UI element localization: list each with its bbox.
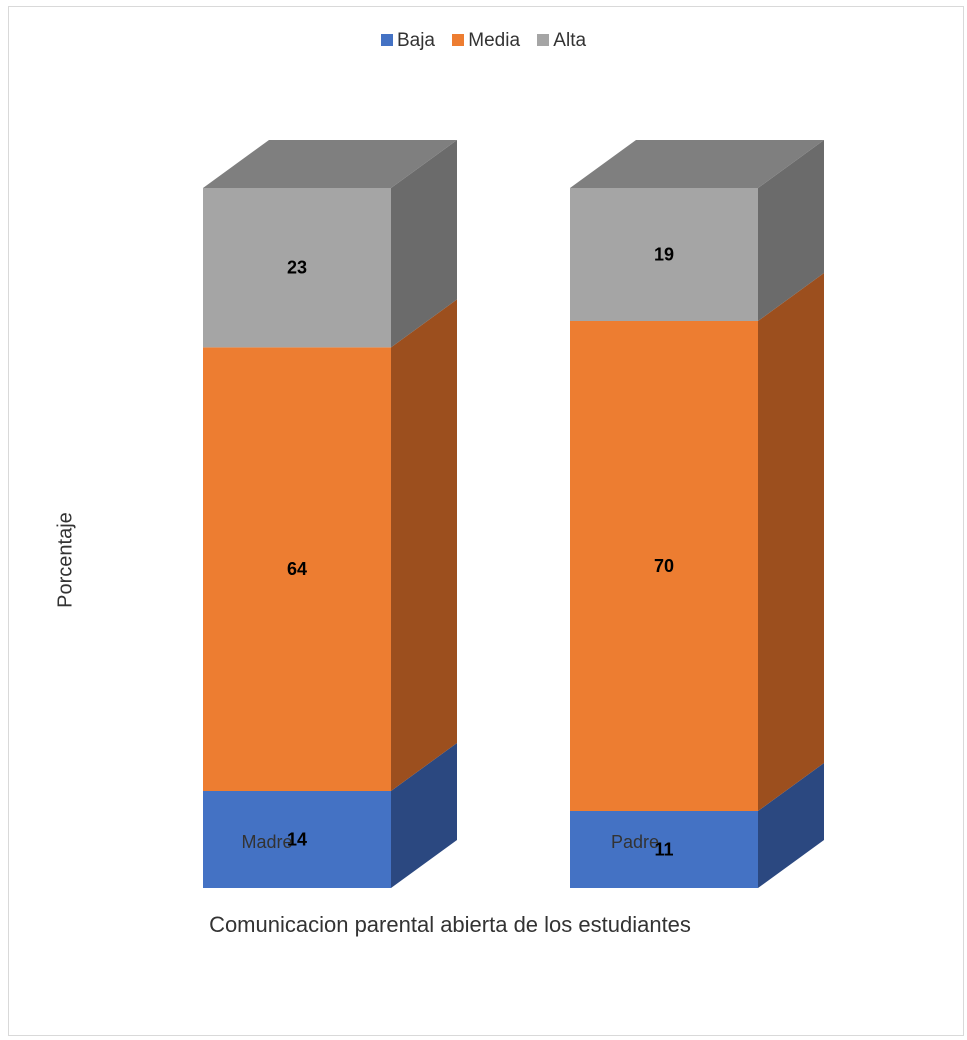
bar-madre-media bbox=[203, 347, 391, 791]
legend: Baja Media Alta bbox=[0, 30, 967, 52]
data-label-madre-baja: 14 bbox=[287, 829, 307, 849]
legend-item-media: Media bbox=[452, 30, 520, 52]
data-label-padre-media: 70 bbox=[654, 556, 674, 576]
legend-label-baja: Baja bbox=[396, 30, 435, 51]
legend-item-alta: Alta bbox=[537, 30, 586, 52]
bar-madre-baja bbox=[203, 790, 391, 888]
x-tick-label-padre: Padre bbox=[610, 832, 660, 852]
bar-padre-media bbox=[570, 321, 758, 811]
bar-side-madre-baja bbox=[391, 742, 457, 888]
legend-swatch-media bbox=[452, 34, 465, 46]
bar-top-padre bbox=[570, 140, 824, 188]
x-tick-label-madre: Madre bbox=[241, 832, 293, 852]
data-label-padre-alta: 19 bbox=[654, 245, 674, 265]
bar-side-madre-alta bbox=[391, 140, 457, 348]
legend-swatch-alta bbox=[537, 34, 550, 46]
legend-item-baja: Baja bbox=[380, 30, 435, 52]
x-axis-title: Comunicacion parental abierta de los est… bbox=[209, 912, 691, 937]
bar-padre-alta bbox=[570, 188, 758, 321]
bar-top-madre bbox=[203, 140, 457, 188]
legend-label-alta: Alta bbox=[553, 30, 587, 51]
data-label-madre-media: 64 bbox=[287, 559, 307, 579]
bar-side-padre-alta bbox=[758, 140, 824, 321]
bar-padre-baja bbox=[570, 811, 758, 888]
bar-madre-alta bbox=[203, 188, 391, 348]
bar-side-padre-media bbox=[758, 273, 824, 811]
y-axis-title: Porcentaje bbox=[54, 512, 77, 608]
legend-swatch-baja bbox=[380, 34, 393, 46]
legend-label-media: Media bbox=[468, 30, 521, 51]
data-label-madre-alta: 23 bbox=[287, 258, 307, 278]
data-label-padre-baja: 11 bbox=[654, 840, 673, 860]
bar-side-padre-baja bbox=[758, 763, 824, 888]
bar-side-madre-media bbox=[391, 299, 457, 791]
